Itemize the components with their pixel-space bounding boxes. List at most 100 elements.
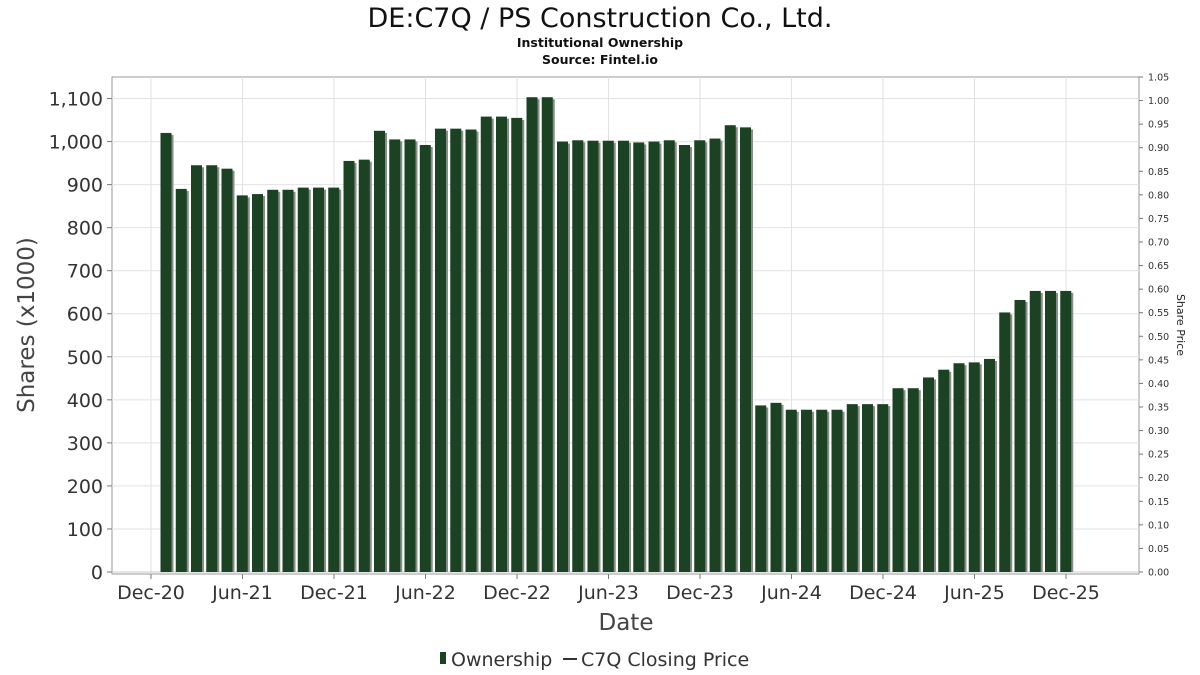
bar: [404, 139, 416, 573]
legend: Ownership C7Q Closing Price: [440, 649, 749, 671]
bar: [1029, 290, 1041, 572]
y-tick-label: 600: [67, 304, 103, 326]
y-tick-label: 300: [67, 433, 103, 455]
x-tick-label: Jun-21: [211, 582, 273, 604]
legend-swatch-ownership: [440, 652, 446, 664]
y2-tick-label: 0.15: [1148, 497, 1169, 508]
bar: [419, 145, 431, 572]
y2-tick-label: 0.40: [1148, 379, 1169, 390]
bar: [907, 388, 919, 572]
chart-title: DE:C7Q / PS Construction Co., Ltd.: [368, 3, 833, 34]
bar: [785, 409, 797, 572]
chart-subtitle: Institutional Ownership: [517, 35, 683, 50]
bar: [374, 130, 385, 572]
bar: [953, 363, 965, 572]
bar-series-ownership: [160, 97, 1074, 573]
bar: [221, 168, 233, 572]
x-tick-label: Jun-25: [943, 582, 1005, 604]
y2-tick-label: 0.10: [1148, 520, 1169, 531]
right-axis: 0.00 0.05 0.10 0.15 0.20 0.25 0.30 0.35 0.40 0.45…: [1139, 73, 1169, 579]
bar: [724, 125, 736, 573]
chart-source: Source: Fintel.io: [542, 52, 658, 67]
bar: [435, 128, 446, 573]
x-axis: Dec-20 Jun-21 Dec-21 Jun-22 Dec-22 Jun-23 Dec-…: [117, 574, 1100, 604]
x-tick-label: Jun-24: [760, 582, 822, 604]
bar: [389, 139, 401, 573]
bar: [236, 195, 248, 572]
bar: [938, 369, 950, 572]
y2-tick-label: 1.00: [1148, 96, 1169, 107]
bar: [709, 138, 721, 572]
y2-tick-label: 0.00: [1148, 568, 1169, 579]
bar: [297, 187, 309, 572]
x-axis-label: Date: [599, 610, 654, 636]
bar: [343, 160, 355, 572]
y2-tick-label: 0.85: [1148, 167, 1169, 178]
y-tick-label: 700: [67, 261, 103, 283]
bar: [313, 187, 324, 572]
bar: [862, 404, 873, 572]
bar: [923, 377, 934, 572]
y-tick-label: 900: [67, 175, 103, 197]
y-tick-label: 500: [67, 347, 103, 369]
y2-tick-label: 0.45: [1148, 355, 1169, 366]
y2-tick-label: 0.50: [1148, 332, 1169, 343]
y-tick-label: 100: [67, 519, 103, 541]
bar: [618, 140, 629, 572]
bar: [633, 142, 645, 572]
y2-axis-label: Share Price: [1174, 294, 1187, 356]
bar: [1045, 290, 1056, 572]
bar: [480, 116, 492, 572]
x-tick-label: Dec-20: [117, 582, 185, 604]
bar: [602, 140, 614, 572]
bar: [496, 116, 507, 572]
x-tick-label: Dec-24: [849, 582, 917, 604]
bar: [511, 117, 523, 573]
x-tick-label: Dec-25: [1032, 582, 1100, 604]
bar: [663, 140, 675, 572]
y2-tick-label: 0.75: [1148, 214, 1169, 225]
bar: [572, 140, 584, 572]
bar: [694, 140, 706, 572]
bar: [968, 362, 980, 572]
bar: [770, 402, 782, 572]
y2-tick-label: 0.60: [1148, 285, 1169, 296]
bar: [1014, 299, 1026, 572]
bar: [755, 405, 767, 572]
bar: [816, 409, 828, 572]
bar: [679, 145, 690, 572]
bar: [450, 128, 462, 573]
y2-tick-label: 1.05: [1148, 73, 1169, 84]
y-tick-label: 400: [67, 390, 103, 412]
bar: [801, 409, 812, 572]
x-tick-label: Jun-22: [394, 582, 456, 604]
x-tick-label: Dec-22: [483, 582, 551, 604]
bar: [282, 189, 294, 572]
bar: [877, 404, 889, 572]
bar: [557, 141, 568, 572]
bar: [587, 140, 599, 572]
bar: [999, 312, 1011, 572]
bar: [541, 97, 553, 572]
bar: [526, 97, 538, 572]
bar: [648, 141, 660, 572]
bar: [892, 388, 904, 572]
y2-tick-label: 0.80: [1148, 190, 1169, 201]
y-tick-label: 800: [67, 218, 103, 240]
y2-tick-label: 0.95: [1148, 120, 1169, 131]
y2-tick-label: 0.65: [1148, 261, 1169, 272]
y2-tick-label: 0.35: [1148, 403, 1169, 414]
y2-tick-label: 0.90: [1148, 143, 1169, 154]
legend-label-price: C7Q Closing Price: [581, 649, 749, 671]
y-axis-label: Shares (x1000): [14, 237, 40, 413]
bar: [328, 187, 340, 572]
bar: [358, 159, 370, 572]
bar: [984, 358, 995, 572]
y2-tick-label: 0.30: [1148, 426, 1169, 437]
bar: [175, 188, 187, 573]
left-axis: 0 100 200 300 400 500 600 700 800 900 1,000 1,100: [49, 89, 112, 584]
y-tick-label: 0: [91, 562, 103, 584]
y-tick-label: 1,100: [49, 89, 103, 111]
y2-tick-label: 0.05: [1148, 544, 1169, 555]
